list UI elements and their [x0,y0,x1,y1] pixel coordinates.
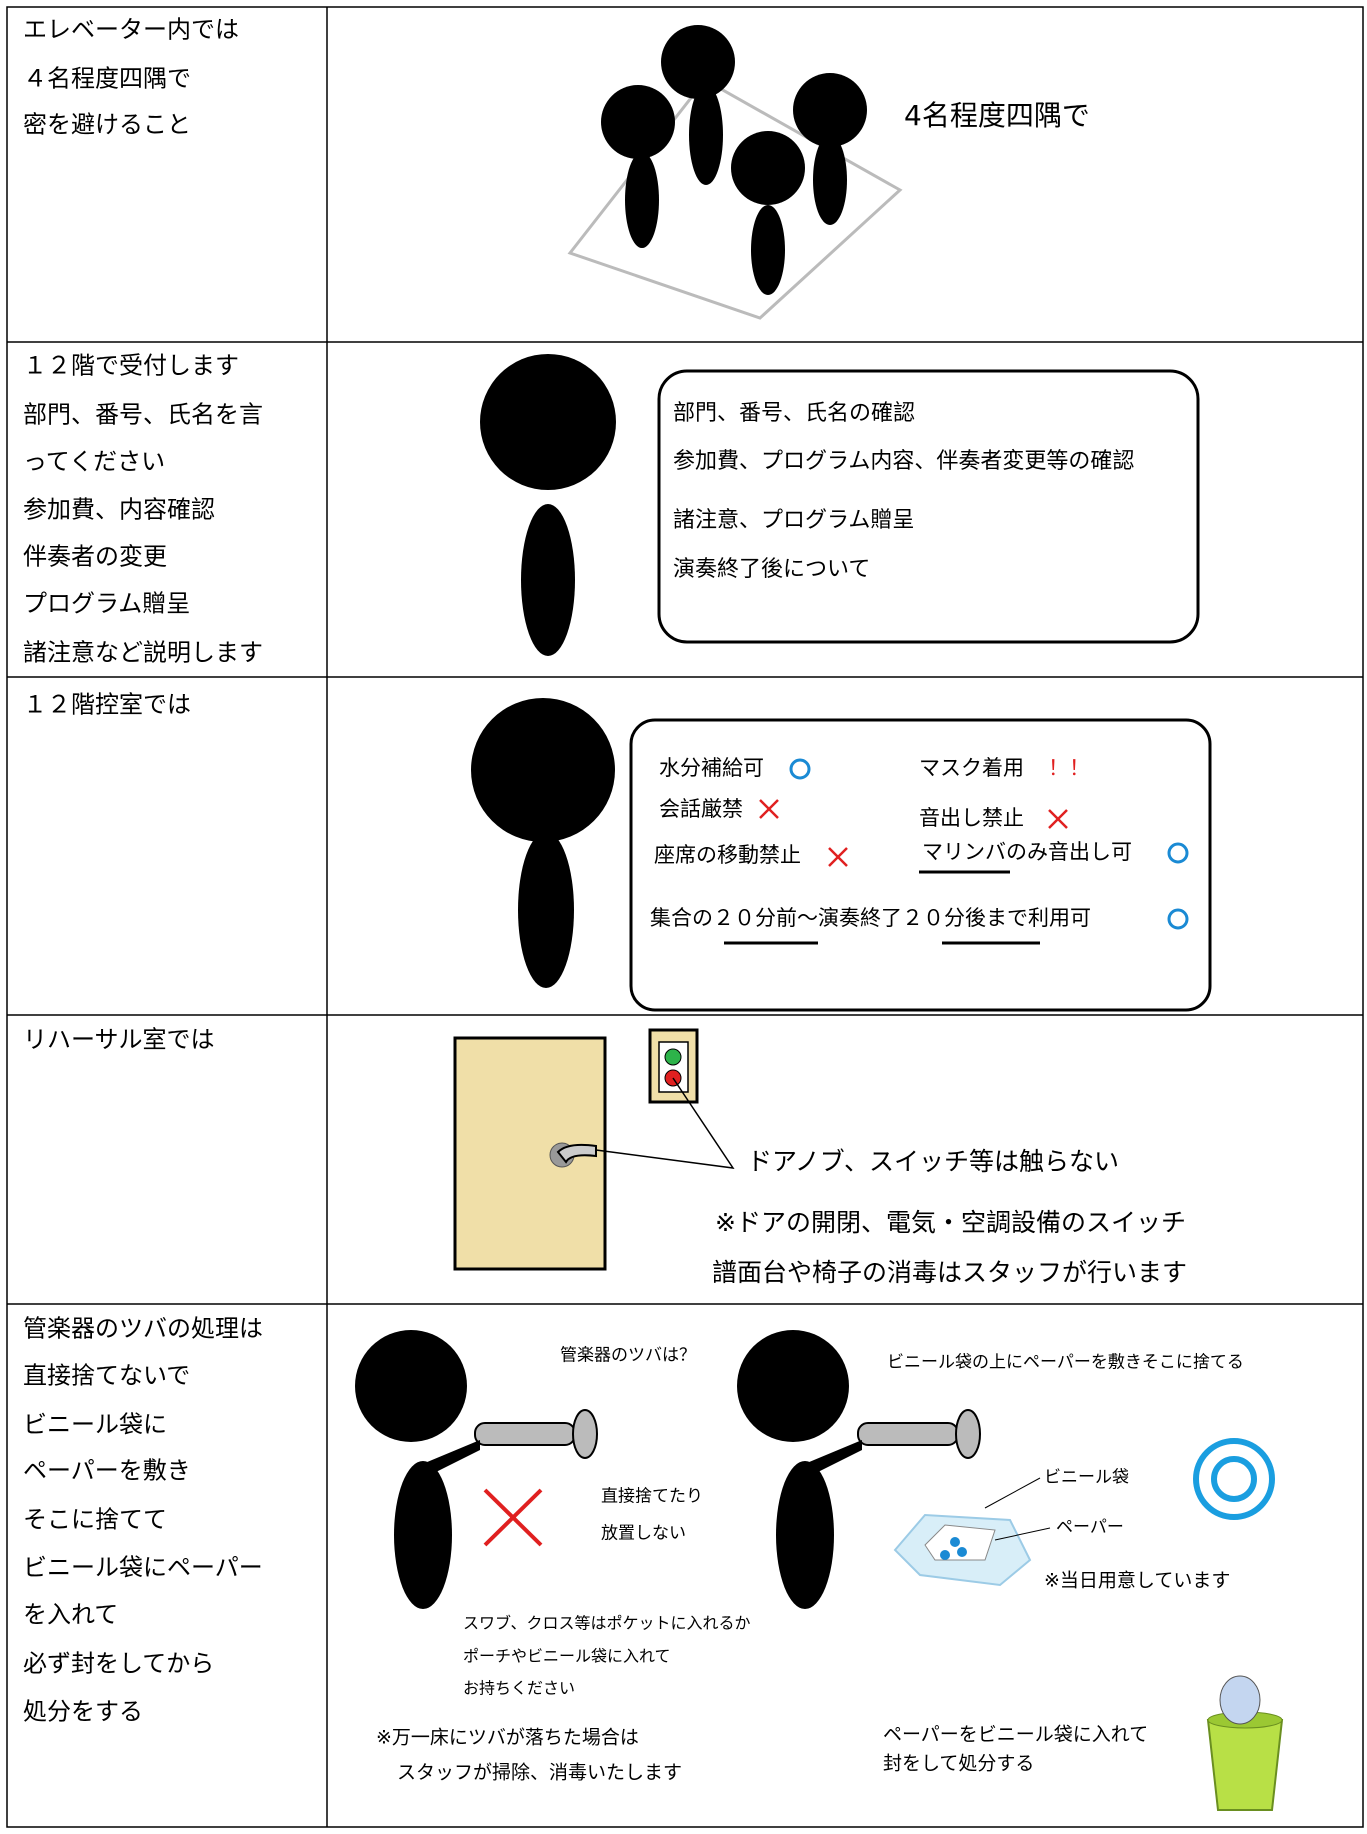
text: 諸注意など説明します [23,639,263,667]
text: 直接捨てたり [601,1487,703,1507]
text: 参加費、内容確認 [23,496,215,524]
rehearsal-illustration [453,1028,735,1271]
text: 参加費、プログラム内容、伴奏者変更等の確認 [673,449,1134,474]
text: 演奏終了後について [673,557,870,582]
text: ドアノブ、スイッチ等は触らない [747,1147,1119,1176]
text: ４名程度四隅で [23,65,191,93]
text: スワブ、クロス等はポケットに入れるか [463,1614,751,1633]
table-grid [6,6,1364,1828]
text: エレベーター内では [23,16,239,44]
text: 諸注意、プログラム贈呈 [673,508,914,533]
text: ペーパーを敷き [23,1457,191,1485]
text: 必ず封をしてから [23,1650,214,1678]
text: お持ちください [463,1679,575,1698]
text: ビニール袋にペーパー [23,1554,263,1582]
reception-illustration [480,354,1200,656]
text: 放置しない [601,1524,686,1544]
text: ポーチやビニール袋に入れて [463,1647,671,1666]
text: ビニール袋に [23,1411,167,1439]
text: を入れて [23,1601,118,1629]
text: 部門、番号、氏名の確認 [673,401,915,426]
text: マリンバのみ音出し可 [922,840,1132,864]
text: ペーパーをビニール袋に入れて [883,1724,1148,1746]
text: 封をして処分する [883,1753,1034,1775]
text: プログラム贈呈 [23,590,190,618]
text: 会話厳禁 [659,797,743,821]
text: 譜面台や椅子の消毒はスタッフが行います [712,1258,1187,1287]
text: ビニール袋の上にペーパーを敷きそこに捨てる [887,1353,1244,1373]
text: ってください [23,448,165,476]
text: １２階で受付します [23,352,239,380]
text: 直接捨てないで [23,1362,190,1390]
text: １２階控室では [23,691,191,719]
text: 座席の移動禁止 [654,843,801,867]
text: 部門、番号、氏名を言 [23,401,263,429]
text: 処分をする [23,1698,143,1726]
text: 管楽器のツバは？ [560,1346,696,1366]
text: ※ドアの開閉、電気・空調設備のスイッチ [715,1208,1186,1237]
text: 密を避けること [23,111,191,139]
text: ※当日用意しています [1044,1570,1230,1592]
text: ！！ [1048,756,1090,780]
waiting-room-illustration [471,698,1212,1012]
text: スタッフが掃除、消毒いたします [397,1762,682,1784]
text: 音出し禁止 [919,806,1024,830]
text: ビニール袋 [1044,1468,1129,1488]
text: ペーパー [1056,1518,1124,1538]
text: 管楽器のツバの処理は [23,1315,263,1343]
text: マスク着用 [919,756,1024,780]
text: ※万一床にツバが落ちた場合は [376,1727,639,1749]
text: そこに捨てて [23,1506,167,1534]
elevator-illustration [567,25,903,320]
text: リハーサル室では [23,1026,215,1054]
text: 集合の２０分前～演奏終了２０分後まで利用可 [650,906,1091,930]
text: 伴奏者の変更 [23,543,167,571]
spit-handling-illustration [355,1330,1284,1811]
text: 水分補給可 [659,756,764,780]
text: 4名程度四隅で [904,99,1090,132]
